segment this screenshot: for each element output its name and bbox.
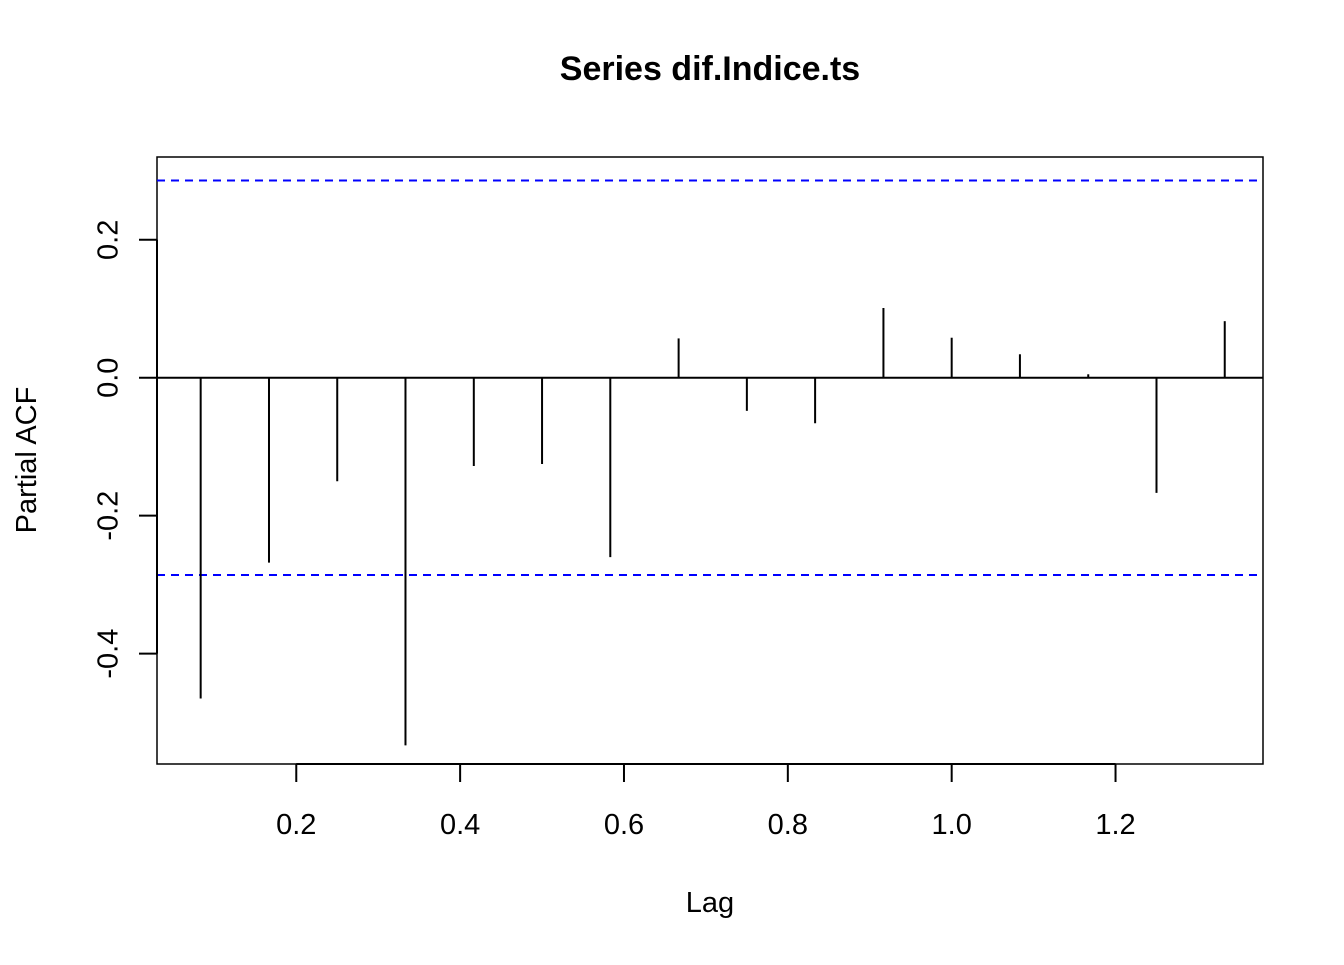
plot-frame — [156, 156, 1264, 765]
x-tick-label: 1.2 — [1095, 809, 1135, 841]
x-tick-label: 0.4 — [440, 809, 480, 841]
y-tick-label: -0.4 — [93, 629, 125, 679]
x-tick-label: 0.2 — [276, 809, 316, 841]
y-tick-label: 0.0 — [93, 358, 125, 398]
confidence-bounds-group — [157, 179, 1263, 577]
x-tick-label: 1.0 — [932, 809, 972, 841]
y-tick-label: -0.2 — [93, 491, 125, 541]
x-tick-label: 0.8 — [768, 809, 808, 841]
chart-title: Series dif.Indice.ts — [560, 50, 860, 88]
y-tick-label: 0.2 — [93, 220, 125, 260]
y-axis-label: Partial ACF — [11, 387, 43, 534]
x-tick-label: 0.6 — [604, 809, 644, 841]
x-axis: 0.2 0.4 0.6 0.8 1.0 1.2 — [276, 763, 1136, 841]
pacf-spikes-group — [199, 308, 1226, 746]
y-axis: -0.4 -0.2 0.0 0.2 — [93, 220, 158, 679]
x-axis-label: Lag — [686, 887, 734, 919]
